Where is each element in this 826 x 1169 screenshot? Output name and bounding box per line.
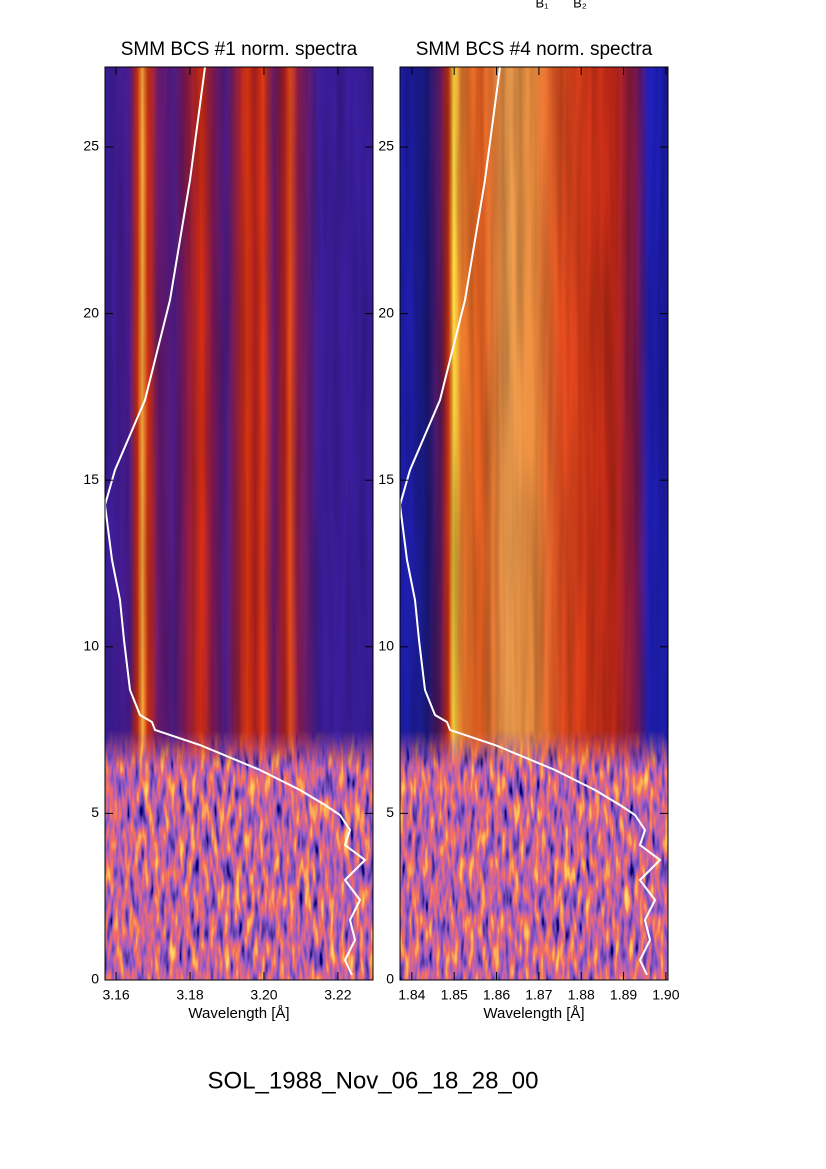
x-tick-label: 1.87 — [525, 987, 552, 1003]
y-tick-label: 20 — [378, 304, 394, 320]
chart-title: SMM BCS #4 norm. spectra — [416, 39, 653, 60]
y-tick-label: 5 — [386, 804, 394, 820]
y-tick-label: 15 — [83, 471, 99, 487]
y-tick-label: 0 — [386, 971, 394, 987]
light-curve — [103, 66, 367, 976]
light-curve — [398, 66, 662, 976]
x-tick-label: 1.84 — [398, 987, 425, 1003]
plot-frame — [399, 66, 669, 981]
caption: SOL_1988_Nov_06_18_28_00 — [208, 1067, 539, 1094]
x-tick-label: 1.88 — [568, 987, 595, 1003]
x-axis-label: Wavelength [Å] — [483, 1005, 584, 1022]
x-axis-label: Wavelength [Å] — [188, 1005, 289, 1022]
y-tick-label: 25 — [378, 138, 394, 154]
x-tick-label: 3.22 — [324, 987, 351, 1003]
y-tick-label: 20 — [83, 304, 99, 320]
annotation: B₂ — [573, 0, 587, 10]
y-tick-label: 25 — [83, 138, 99, 154]
x-tick-label: 3.20 — [250, 987, 277, 1003]
x-tick-label: 1.86 — [483, 987, 510, 1003]
y-tick-label: 0 — [91, 971, 99, 987]
y-tick-label: 15 — [378, 471, 394, 487]
x-tick-label: 3.18 — [176, 987, 203, 1003]
y-tick-label: 5 — [91, 804, 99, 820]
spectrogram-image — [105, 67, 668, 980]
x-tick-label: 1.89 — [610, 987, 637, 1003]
x-tick-label: 1.85 — [441, 987, 468, 1003]
plot-frame — [104, 66, 374, 981]
y-tick-label: 10 — [83, 637, 99, 653]
x-tick-label: 3.16 — [102, 987, 129, 1003]
chart-title: SMM BCS #1 norm. spectra — [121, 39, 358, 60]
annotation: B₁ — [535, 0, 549, 10]
x-tick-label: 1.90 — [652, 987, 679, 1003]
y-tick-label: 10 — [378, 637, 394, 653]
